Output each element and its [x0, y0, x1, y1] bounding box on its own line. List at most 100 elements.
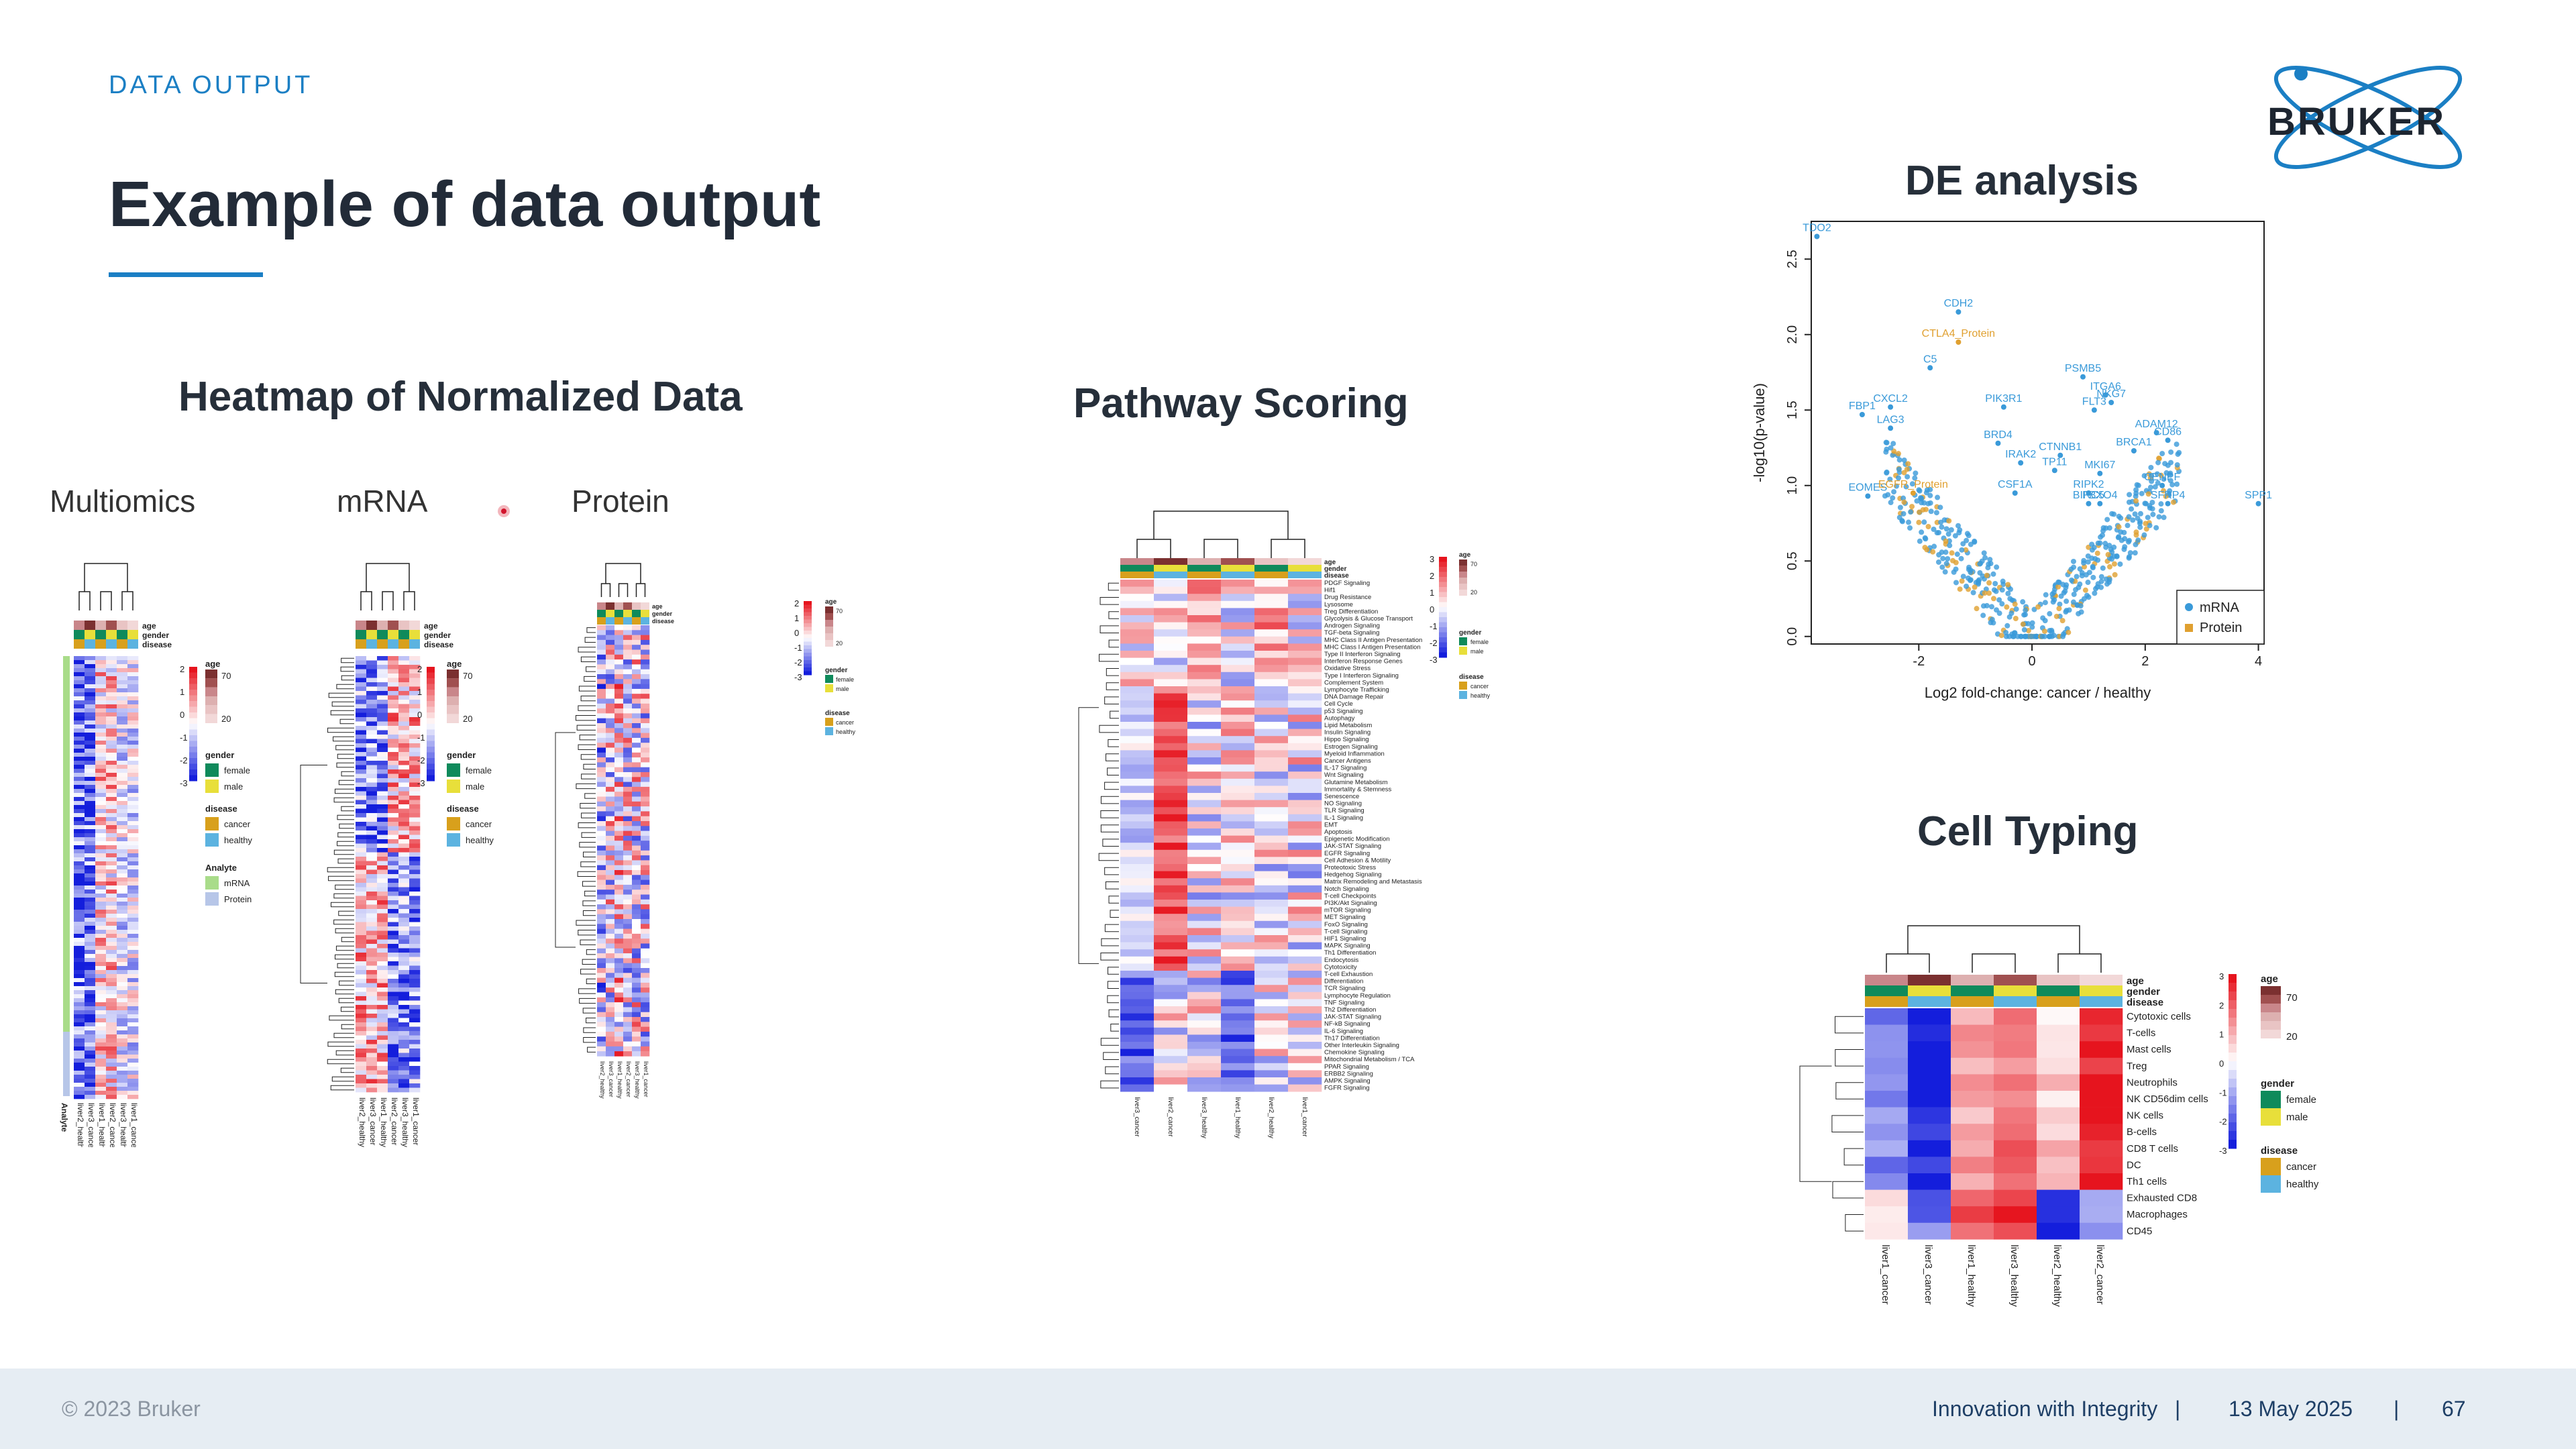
volcano-x-tick: -2: [1913, 654, 1925, 669]
multiomics-cell: [127, 1046, 139, 1051]
protein-cell: [632, 909, 641, 914]
mrna-age-legend-title: age: [447, 659, 462, 669]
pathway-cell: [1187, 942, 1222, 950]
pathway-label: Immortality & Stemness: [1324, 786, 1392, 793]
volcano-point-mrna: [2159, 451, 2165, 457]
pathway-age-swatch: [1459, 590, 1467, 596]
mrna-cell: [356, 826, 367, 831]
protein-cell: [614, 958, 624, 963]
protein-cell: [632, 845, 641, 851]
protein-gender-legend-title: gender: [825, 667, 847, 674]
mrna-cell: [409, 686, 421, 692]
pathway-cell: [1254, 1034, 1289, 1042]
multiomics-cell: [117, 906, 128, 910]
pathway-label: p53 Signaling: [1324, 708, 1363, 715]
multiomics-cell: [95, 821, 107, 826]
protein-scale-tick: 2: [794, 598, 799, 608]
multiomics-cell: [95, 837, 107, 842]
mrna-cell: [409, 717, 421, 722]
multiomics-cell: [117, 1030, 128, 1035]
protein-cell: [641, 723, 650, 729]
pathway-label: Hippo Signaling: [1324, 736, 1369, 743]
volcano-point-mrna: [2103, 544, 2109, 550]
pathway-cell: [1154, 828, 1188, 836]
mrna-anno-label: disease: [424, 640, 453, 649]
mrna-row-dendrogram: [337, 814, 354, 820]
multiomics-cell: [74, 849, 85, 854]
multiomics-cell: [95, 1055, 107, 1059]
pathway-cell: [1154, 764, 1188, 772]
cell-scale-gradient: [2229, 1096, 2237, 1106]
multiomics-cell: [106, 656, 117, 661]
pathway-cell: [1254, 928, 1289, 936]
pathway-cell: [1254, 963, 1289, 971]
volcano-point-mrna: [1933, 510, 1939, 516]
mrna-cell: [398, 1079, 410, 1084]
cell-scale-gradient: [2229, 1114, 2237, 1123]
protein-cell: [623, 860, 633, 865]
mrna-cell: [409, 730, 421, 735]
footer-separator: |: [2394, 1397, 2400, 1421]
multiomics-cell: [106, 805, 117, 810]
mrna-cell: [409, 909, 421, 914]
pathway-cell: [1187, 700, 1222, 708]
volcano-point-mrna: [1896, 457, 1902, 463]
mrna-cell: [388, 752, 399, 757]
protein-row-dendrogram: [584, 793, 596, 799]
volcano-point-mrna: [2089, 547, 2095, 553]
protein-cell: [606, 718, 615, 724]
protein-cell: [614, 645, 624, 650]
multiomics-cell: [127, 777, 139, 782]
cell-anno-gender-cell: [1908, 985, 1951, 996]
volcano-point-protein: [2163, 493, 2169, 499]
cell-type-label: CD45: [2127, 1226, 2152, 1237]
multiomics-cell: [95, 765, 107, 769]
protein-cell: [614, 904, 624, 910]
mrna-cell: [356, 991, 367, 997]
multiomics-age-legend-swatch: [205, 687, 217, 696]
mrna-cell: [398, 1053, 410, 1058]
multiomics-disease-legend-label: cancer: [224, 819, 251, 829]
mrna-cell: [388, 935, 399, 940]
protein-cell: [597, 792, 606, 797]
mrna-cell: [377, 704, 388, 709]
volcano-point-protein: [2059, 618, 2065, 624]
multiomics-cell: [95, 930, 107, 934]
mrna-cell: [409, 678, 421, 683]
mrna-cell: [356, 878, 367, 883]
protein-cell: [597, 992, 606, 998]
pathway-cell: [1288, 1013, 1322, 1021]
multiomics-cell: [117, 704, 128, 709]
protein-cell: [641, 733, 650, 739]
pathway-cell: [1120, 750, 1155, 758]
volcano-point-mrna: [1958, 555, 1964, 561]
multiomics-cell: [127, 1063, 139, 1067]
multiomics-cell: [85, 849, 96, 854]
pathway-cell: [1187, 600, 1222, 608]
pathway-cell: [1120, 985, 1155, 993]
volcano-point-mrna: [1999, 587, 2005, 593]
mrna-row-dendrogram: [330, 902, 354, 908]
volcano-point-protein: [2145, 491, 2151, 497]
pathway-heatmap: age gender disease PDGF Signaling Hif1 Drug R…: [1073, 510, 1516, 1154]
mrna-cell: [409, 913, 421, 918]
pathway-cell: [1120, 1020, 1155, 1028]
volcano-point-mrna: [1888, 500, 1894, 506]
cell-age-swatch: [2261, 1030, 2281, 1038]
multiomics-cell: [117, 761, 128, 765]
cell-typing-cell: [1994, 1074, 2037, 1091]
pathway-cell: [1187, 906, 1222, 914]
mrna-cell: [388, 700, 399, 704]
protein-cell: [623, 958, 633, 963]
mrna-cell: [377, 930, 388, 936]
multiomics-cell: [127, 885, 139, 890]
volcano-point-label: C5: [1923, 354, 1937, 365]
volcano-point-protein: [1905, 461, 1911, 467]
volcano-point-mrna: [2092, 590, 2098, 596]
mrna-cell: [356, 739, 367, 744]
mrna-cell: [356, 996, 367, 1001]
protein-cell: [597, 684, 606, 690]
multiomics-cell: [85, 741, 96, 745]
